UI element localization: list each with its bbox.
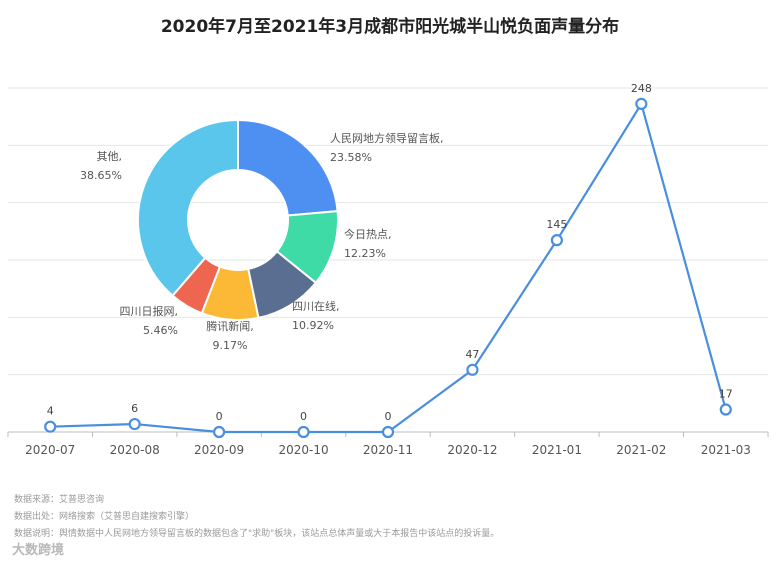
footnote-explanation: 数据说明：舆情数据中人民网地方领导留言板的数据包含了"求助"板块，该站点总体声量…	[14, 529, 500, 539]
slice-label: 腾讯新闻,	[206, 319, 254, 333]
grid-lines	[8, 87, 768, 376]
slice-value-label: 12.23%	[344, 247, 386, 260]
data-point	[719, 403, 732, 416]
slice-value-label: 38.65%	[80, 169, 122, 182]
footnotes: 数据来源：艾普思咨询 数据出处：网络搜索（艾普思自建搜索引擎） 数据说明：舆情数…	[14, 492, 499, 543]
data-point	[213, 425, 226, 439]
x-tick-label: 2020-10	[278, 443, 328, 457]
data-point	[466, 363, 479, 376]
slice-label: 今日热点,	[344, 227, 392, 241]
data-label: 17	[719, 388, 733, 401]
data-label: 145	[546, 218, 567, 231]
slice-value-label: 9.17%	[213, 339, 248, 352]
x-tick-label: 2020-08	[110, 443, 160, 457]
data-point	[44, 420, 57, 433]
data-point	[297, 425, 310, 439]
brand-watermark: 大数跨境	[12, 543, 65, 558]
chart-canvas: 2020-07 2020-08 2020-09 2020-10 2020-11 2020-…	[7, 82, 769, 457]
x-tick-label: 2021-02	[616, 443, 666, 457]
slice-value-label: 10.92%	[292, 319, 334, 332]
data-label: 248	[631, 82, 652, 95]
data-label: 0	[216, 410, 223, 423]
data-point	[381, 425, 395, 439]
slice-label: 人民网地方领导留言板,	[330, 131, 444, 145]
x-tick-label: 2020-07	[25, 443, 75, 457]
data-label: 47	[465, 348, 479, 361]
data-point	[550, 234, 563, 247]
donut-labels: 人民网地方领导留言板, 23.58% 今日热点, 12.23% 四川在线, 10.92% 腾…	[80, 131, 443, 352]
x-tick-label: 2021-03	[701, 443, 751, 457]
slice-value-label: 5.46%	[143, 324, 178, 337]
x-axis: 2020-07 2020-08 2020-09 2020-10 2020-11 2020-…	[7, 431, 769, 457]
data-label: 0	[385, 410, 392, 423]
line-series: 4 6 0 0 0 47 145 248 17	[44, 82, 733, 439]
x-tick-label: 2021-01	[532, 443, 582, 457]
data-point	[128, 417, 141, 431]
x-tick-label: 2020-11	[363, 443, 413, 457]
x-tick-label: 2020-12	[447, 443, 497, 457]
donut-slice	[237, 118, 339, 217]
x-tick-label: 2020-09	[194, 443, 244, 457]
footnote-source: 数据来源：艾普思咨询	[14, 495, 105, 505]
donut-chart	[137, 118, 339, 321]
data-label: 4	[47, 405, 54, 418]
chart-title: 2020年7月至2021年3月成都市阳光城半山悦负面声量分布	[160, 17, 620, 37]
footnote-origin: 数据出处：网络搜索（艾普思自建搜索引擎）	[14, 512, 195, 522]
donut-slice	[137, 118, 239, 298]
slice-label: 四川日报网,	[120, 304, 179, 318]
data-label: 6	[131, 402, 138, 415]
data-point	[635, 97, 648, 110]
slice-label: 其他,	[97, 150, 123, 163]
slice-value-label: 23.58%	[330, 151, 372, 164]
data-label: 0	[300, 410, 307, 423]
slice-label: 四川在线,	[292, 299, 340, 313]
